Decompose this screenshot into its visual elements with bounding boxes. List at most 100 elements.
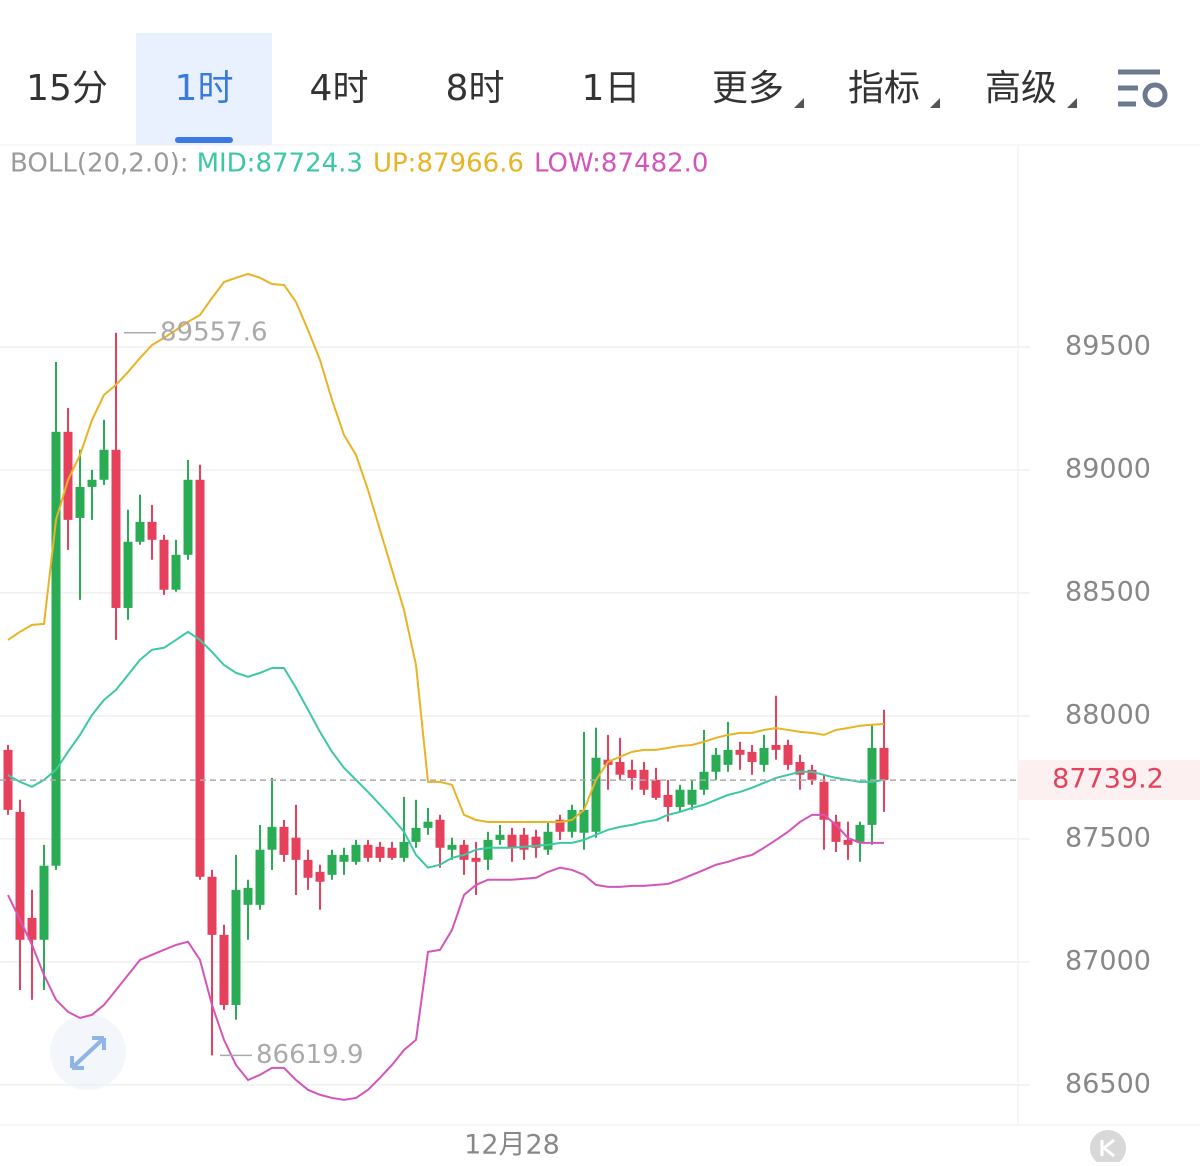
candle-body [99,449,109,480]
candle-body [459,844,469,860]
y-tick-label: 88500 [1065,576,1151,607]
y-tick-label: 86500 [1065,1068,1151,1099]
candle-body [255,849,265,905]
candle-body [195,479,205,877]
indicator-name: BOLL(20,2.0): [10,149,189,179]
tab[interactable]: 高级 [985,68,1057,109]
candle-body [375,846,385,858]
candle-body [507,834,517,848]
candle-body [291,837,301,860]
active-tab-underline [175,137,233,143]
dropdown-triangle [794,98,804,108]
candle-body [723,749,733,765]
candle-body [579,809,589,833]
candle-body [51,431,61,866]
candle-body [327,854,337,875]
active-tab-bg [136,33,272,145]
candle-body [147,521,157,540]
candle-body [399,841,409,858]
candle-body [87,479,97,487]
candle-body [183,479,193,555]
candle-body [483,839,493,860]
boll-band [7,630,885,869]
tab[interactable]: 15分 [26,68,108,109]
candle-body [423,821,433,828]
indicator-mid: MID:87724.3 [197,149,363,179]
candle-body [135,521,145,542]
indicator-up: UP:87966.6 [373,149,524,179]
candle-body [843,839,853,845]
candle-body [831,821,841,842]
extreme-label: 86619.9 [256,1040,364,1070]
candle-body [231,889,241,1005]
candle-body [411,827,421,842]
candle-body [219,934,229,1005]
candle-body [363,844,373,858]
candle-body [159,539,169,590]
y-tick-label: 87000 [1065,945,1151,976]
y-tick-label: 89500 [1065,330,1151,361]
candle-body [39,865,49,940]
tab[interactable]: 更多 [712,68,784,109]
candle-body [591,757,601,832]
last-price-label: 87739.2 [1052,764,1164,795]
y-tick-label: 89000 [1065,453,1151,484]
candle-body [519,834,529,850]
candle-body [3,749,13,810]
candle-body [711,754,721,772]
candle-body [243,887,253,905]
candle-body [15,811,25,940]
candle-body [771,744,781,750]
candle-body [747,751,757,762]
candle-body [651,779,661,798]
candle-body [807,769,817,780]
candle-body [27,917,37,940]
candle-body [555,819,565,832]
y-tick-label: 88000 [1065,699,1151,730]
candle-body [63,431,73,520]
candle-body [303,859,313,878]
dropdown-triangle [930,98,940,108]
candle-body [279,826,289,855]
candle-body [111,449,121,608]
candle-body [123,541,133,608]
candle-body [879,747,889,781]
tab[interactable]: 指标 [848,68,920,109]
last-price-bg [1018,760,1200,801]
candle-body [615,761,625,775]
candle-body [351,844,361,862]
candle-body [435,819,445,848]
candle-body [759,747,769,765]
candle-body [339,854,349,862]
k-icon[interactable] [1090,1130,1126,1166]
candle-body [855,824,865,842]
extreme-label: 89557.6 [160,317,268,347]
candle-body [387,847,397,858]
candle-body [471,857,481,862]
candle-body [495,834,505,840]
candle-body [783,744,793,765]
tab[interactable]: 1日 [582,68,641,109]
candle-body [171,554,181,590]
candle-body [663,794,673,807]
candle-body [207,876,217,935]
candle-body [531,836,541,848]
y-tick-label: 87500 [1065,822,1151,853]
candle-body [267,826,277,850]
candle-body [867,747,877,825]
candle-body [627,769,637,778]
expand-icon[interactable] [50,1014,126,1090]
candle-body [75,486,85,518]
x-tick-label: 12月28 [464,1130,560,1161]
boll-band [7,813,884,1101]
candle-body [819,781,829,820]
candle-body [447,844,457,850]
candle-body [675,789,685,807]
settings-icon[interactable] [1118,69,1168,108]
tab[interactable]: 4时 [310,68,369,109]
tab[interactable]: 1时 [175,68,234,109]
tab[interactable]: 8时 [446,68,505,109]
candle-body [735,749,745,755]
